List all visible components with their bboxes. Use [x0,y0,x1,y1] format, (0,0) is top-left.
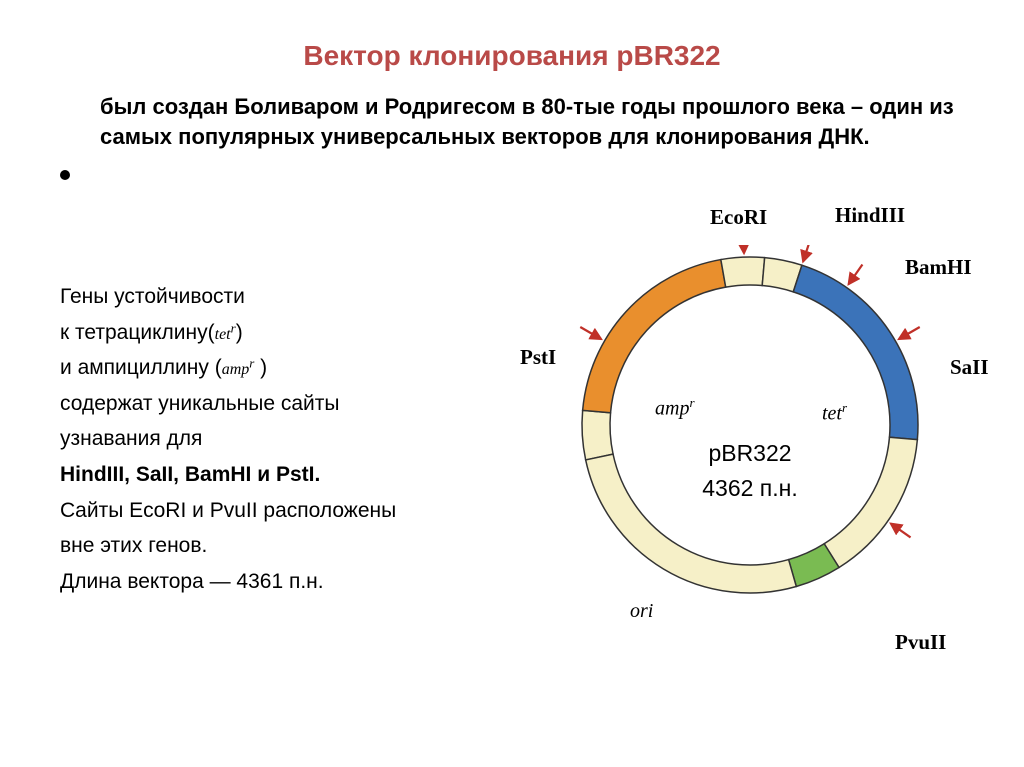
site-tick-HindIII [803,245,810,261]
gene-tet: tetr [822,400,847,426]
label-hindiii: HindIII [835,203,905,228]
body-l1: Гены устойчивости [60,280,490,314]
plasmid-name: pBR322 [690,440,810,467]
site-tick-PvuII [891,524,911,538]
plasmid-size: 4362 п.н. [685,475,815,502]
gene-amp: ampr [655,395,695,421]
body-l3: и ампициллину (ampr ) [60,351,490,385]
bullet-icon [60,170,70,180]
body-l8: вне этих генов. [60,529,490,563]
site-tick-PstI [580,327,601,339]
label-pvuii: PvuII [895,630,946,655]
intro-text: был создан Боливаром и Родригесом в 80-т… [100,92,964,151]
ring-segment [721,257,765,287]
body-text: Гены устойчивости к тетрациклину(tetr) и… [60,280,490,600]
body-l7: Cайты EcoRI и PvuII расположены [60,494,490,528]
site-tick-SalI [899,327,920,339]
label-sali: SaII [950,355,989,380]
body-l5: узнавания для [60,422,490,456]
body-l2: к тетрациклину(tetr) [60,316,490,350]
site-tick-EcoRI [743,245,744,253]
ring-segment [824,437,917,567]
ring-segment [582,410,613,460]
site-tick-BamHI [849,264,863,284]
plasmid-ring [570,245,930,605]
gene-ori: ori [630,600,653,623]
body-l6: HindIII, SaII, BamHI и PstI. [60,458,490,492]
label-ecori: EcoRI [710,205,767,230]
body-l9: Длина вектора — 4361 п.н. [60,565,490,599]
body-l4: содержат уникальные сайты [60,387,490,421]
label-bamhi: BamHI [905,255,972,280]
page-title: Вектор клонирования pBR322 [0,0,1024,72]
ring-segment [793,265,918,439]
ring-segment [583,260,726,413]
plasmid-diagram: EcoRI HindIII BamHI SaII PvuII PstI ampr… [480,185,1020,725]
label-psti: PstI [520,345,556,370]
